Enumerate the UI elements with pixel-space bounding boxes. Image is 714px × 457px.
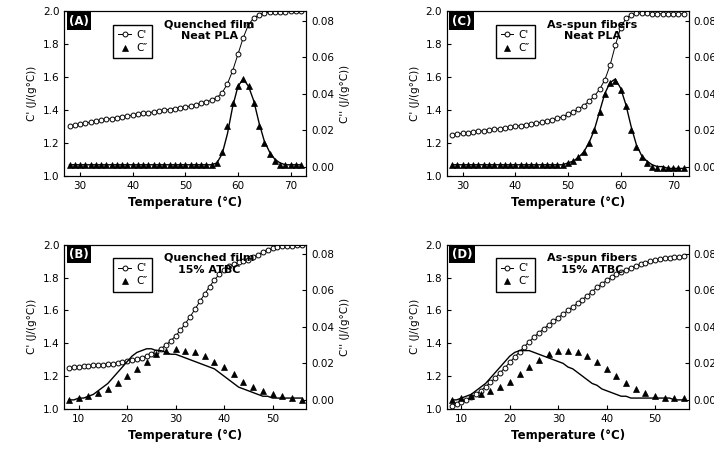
Text: (B): (B): [69, 248, 89, 261]
Y-axis label: C' (J/(g°C)): C' (J/(g°C)): [410, 66, 420, 121]
Legend: C', C″: C', C″: [496, 25, 535, 58]
Legend: C', C″: C', C″: [113, 25, 152, 58]
Text: As-spun fibers
15% ATBC: As-spun fibers 15% ATBC: [547, 253, 638, 275]
Legend: C', C″: C', C″: [496, 258, 535, 292]
Text: Quenched film
15% ATBC: Quenched film 15% ATBC: [164, 253, 255, 275]
Text: As-spun fibers
Neat PLA: As-spun fibers Neat PLA: [547, 20, 638, 41]
Text: (A): (A): [69, 15, 89, 28]
X-axis label: Temperature (°C): Temperature (°C): [129, 430, 242, 442]
X-axis label: Temperature (°C): Temperature (°C): [511, 196, 625, 209]
Legend: C', C″: C', C″: [113, 258, 152, 292]
Text: Quenched film
Neat PLA: Quenched film Neat PLA: [164, 20, 255, 41]
Y-axis label: C' (J/(g°C)): C' (J/(g°C)): [27, 66, 37, 121]
Text: (C): (C): [452, 15, 471, 28]
Y-axis label: C' (J/(g°C)): C' (J/(g°C)): [410, 299, 420, 355]
Y-axis label: C'' (J/(g°C)): C'' (J/(g°C)): [340, 298, 350, 356]
X-axis label: Temperature (°C): Temperature (°C): [129, 196, 242, 209]
X-axis label: Temperature (°C): Temperature (°C): [511, 430, 625, 442]
Text: (D): (D): [452, 248, 472, 261]
Y-axis label: C' (J/(g°C)): C' (J/(g°C)): [27, 299, 37, 355]
Y-axis label: C'' (J/(g°C)): C'' (J/(g°C)): [340, 64, 350, 122]
